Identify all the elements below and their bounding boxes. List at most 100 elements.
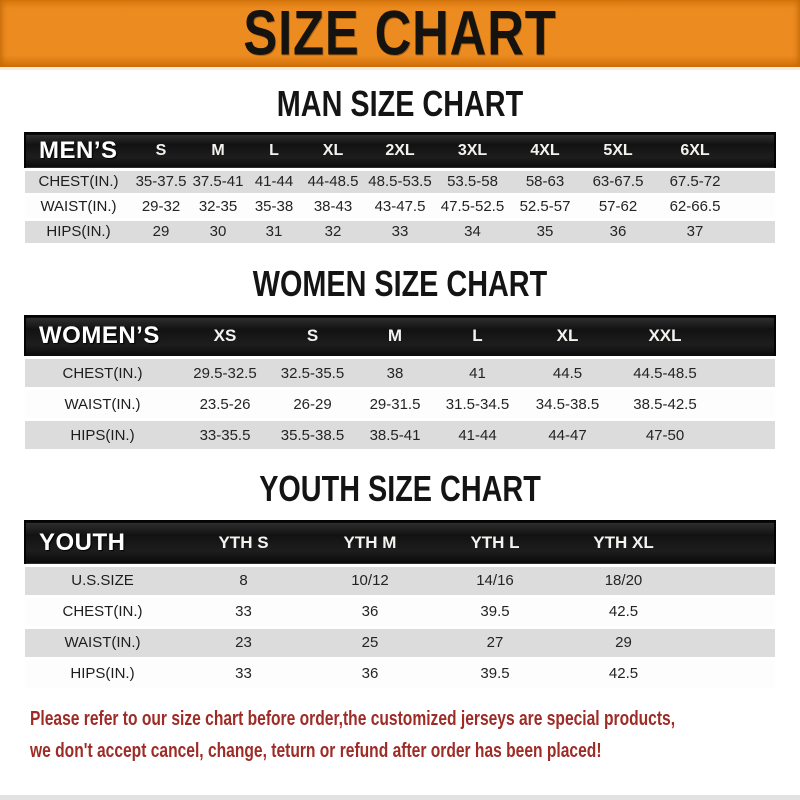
order-notice: Please refer to our size chart before or… xyxy=(30,703,800,767)
table-group-label: WOMEN’S xyxy=(39,322,160,350)
size-cell: 29 xyxy=(615,634,632,651)
size-cell: 38 xyxy=(386,364,404,382)
size-cell: 48.5-53.5 xyxy=(368,173,432,190)
row-label: HIPS(IN.) xyxy=(46,223,111,240)
women-size-section: WOMEN SIZE CHART WOMEN’S XS S M L XL XXL CHEST(… xyxy=(0,264,800,453)
table-row: CHEST(IN.) 35-37.5 37.5-41 41-44 44-48.5 48.5… xyxy=(25,169,775,194)
size-column-header: L xyxy=(472,326,483,346)
size-cell: 38.5-42.5 xyxy=(633,395,697,413)
women-size-table: WOMEN’S XS S M L XL XXL CHEST(IN.) 29.5-32.5 32.5… xyxy=(24,315,776,453)
size-cell: 67.5-72 xyxy=(669,173,721,190)
pad-cell xyxy=(690,565,775,596)
size-cell: 30 xyxy=(209,223,227,240)
size-column-header: XXL xyxy=(648,326,682,346)
size-cell: 44.5 xyxy=(552,364,583,382)
pad-cell xyxy=(690,627,775,658)
size-column-header: S xyxy=(306,326,319,346)
youth-section-title: YOUTH SIZE CHART xyxy=(259,468,541,509)
row-label: CHEST(IN.) xyxy=(38,173,119,190)
size-column-header: YTH S xyxy=(218,532,269,552)
man-size-section: MAN SIZE CHART MEN’S S M L XL 2XL 3XL 4XL 5XL 6XL… xyxy=(0,85,800,246)
table-row: U.S.SIZE 8 10/12 14/16 18/20 xyxy=(25,565,775,596)
size-cell: 37.5-41 xyxy=(192,173,244,190)
row-label: HIPS(IN.) xyxy=(70,665,135,682)
size-cell: 31.5-34.5 xyxy=(445,395,510,413)
size-cell: 34 xyxy=(464,223,481,240)
pad-cell xyxy=(715,358,775,389)
man-section-title: MAN SIZE CHART xyxy=(276,83,524,124)
size-column-header: 6XL xyxy=(680,141,710,159)
size-column-header: L xyxy=(269,141,279,159)
row-label: CHEST(IN.) xyxy=(62,364,143,382)
size-column-header: 2XL xyxy=(385,141,415,159)
size-cell: 43-47.5 xyxy=(374,198,426,215)
size-cell: 42.5 xyxy=(608,665,639,682)
size-cell: 29-32 xyxy=(141,198,181,215)
size-cell: 36 xyxy=(609,223,627,240)
size-cell: 23.5-26 xyxy=(199,395,251,413)
size-cell: 29 xyxy=(152,223,170,240)
youth-size-table: YOUTH YTH S YTH M YTH L YTH XL U.S.SIZE 8 10/12… xyxy=(24,520,776,691)
size-column-header: YTH L xyxy=(470,532,520,552)
size-cell: 39.5 xyxy=(480,603,510,620)
size-cell: 33 xyxy=(235,603,252,620)
size-column-header: 3XL xyxy=(457,141,488,159)
size-header-row: WOMEN’S XS S M L XL XXL xyxy=(25,315,775,358)
size-cell: 23 xyxy=(235,634,252,651)
size-cell: 41-44 xyxy=(458,426,497,444)
size-cell: 58-63 xyxy=(525,173,565,190)
size-column-header: XL xyxy=(322,141,344,159)
size-cell: 44-48.5 xyxy=(307,173,359,190)
pad-cell xyxy=(735,194,775,219)
pad-cell xyxy=(690,596,775,627)
size-column-header: M xyxy=(387,326,403,346)
size-cell: 33 xyxy=(391,223,409,240)
size-cell: 37 xyxy=(686,223,704,240)
pad-cell xyxy=(735,133,775,169)
size-cell: 34.5-38.5 xyxy=(535,395,600,413)
size-cell: 52.5-57 xyxy=(519,198,571,215)
size-cell: 44-47 xyxy=(548,426,587,444)
table-group-label: YOUTH xyxy=(39,528,126,556)
size-column-header: YTH XL xyxy=(593,532,654,552)
size-column-header: XL xyxy=(556,326,579,346)
size-header-row: MEN’S S M L XL 2XL 3XL 4XL 5XL 6XL xyxy=(25,133,775,169)
size-cell: 29.5-32.5 xyxy=(193,364,257,382)
table-row: HIPS(IN.) 33-35.5 35.5-38.5 38.5-41 41-44 44-… xyxy=(25,419,775,451)
size-cell: 32 xyxy=(324,223,342,240)
size-column-header: M xyxy=(211,141,225,159)
size-column-header: XS xyxy=(213,326,237,346)
size-cell: 35-37.5 xyxy=(135,173,187,190)
notice-line-2: we don't accept cancel, change, teturn o… xyxy=(30,739,602,762)
size-cell: 32-35 xyxy=(198,198,238,215)
pad-cell xyxy=(715,316,775,358)
table-row: CHEST(IN.) 29.5-32.5 32.5-35.5 38 41 44.5 44.5… xyxy=(25,357,775,389)
table-row: CHEST(IN.) 33 36 39.5 42.5 xyxy=(25,596,775,627)
notice-line-1: Please refer to our size chart before or… xyxy=(30,707,676,730)
size-cell: 47-50 xyxy=(645,426,685,444)
bottom-divider xyxy=(0,795,800,800)
size-cell: 44.5-48.5 xyxy=(633,364,697,382)
pad-cell xyxy=(715,389,775,420)
size-cell: 8 xyxy=(239,572,248,589)
table-row: WAIST(IN.) 29-32 32-35 35-38 38-43 43-47.5 47.… xyxy=(25,194,775,219)
size-cell: 47.5-52.5 xyxy=(440,198,505,215)
size-cell: 41-44 xyxy=(254,173,294,190)
youth-size-section: YOUTH SIZE CHART YOUTH YTH S YTH M YTH L YTH… xyxy=(0,470,800,691)
size-cell: 25 xyxy=(361,634,379,651)
size-cell: 31 xyxy=(265,223,283,240)
size-cell: 36 xyxy=(361,603,379,620)
row-label: HIPS(IN.) xyxy=(70,426,135,444)
size-cell: 35 xyxy=(536,223,554,240)
size-cell: 36 xyxy=(361,665,379,682)
size-cell: 42.5 xyxy=(608,603,639,620)
size-cell: 41 xyxy=(469,364,486,382)
size-cell: 10/12 xyxy=(351,572,389,589)
size-cell: 14/16 xyxy=(476,572,514,589)
size-column-header: S xyxy=(155,141,167,159)
row-label: U.S.SIZE xyxy=(71,572,134,589)
size-cell: 38-43 xyxy=(313,198,353,215)
row-label: CHEST(IN.) xyxy=(62,603,143,620)
banner-title: SIZE CHART xyxy=(243,0,557,69)
